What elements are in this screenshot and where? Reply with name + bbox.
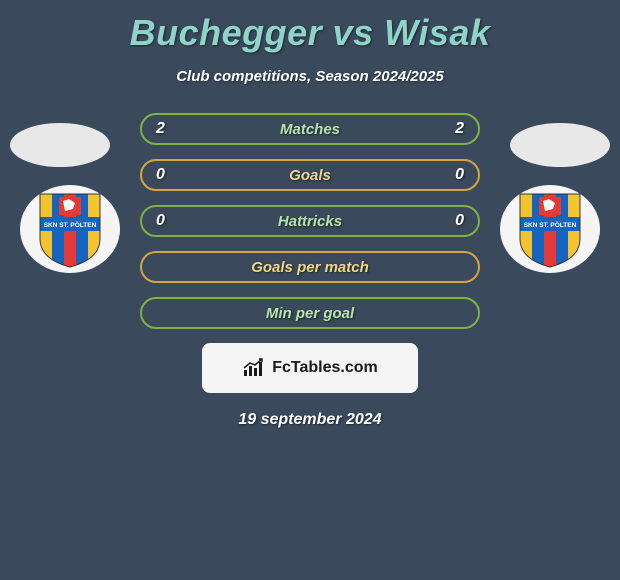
stat-value-left: 2: [156, 120, 165, 138]
date-text: 19 september 2024: [0, 411, 620, 429]
stat-label: Goals: [289, 167, 331, 184]
shield-icon: SKN ST. PÖLTEN: [515, 189, 585, 269]
stat-row: 2 Matches 2: [140, 113, 480, 145]
stat-row: Goals per match: [140, 251, 480, 283]
stat-value-right: 0: [455, 166, 464, 184]
stat-row: 0 Goals 0: [140, 159, 480, 191]
comparison-area: SKN ST. PÖLTEN SKN ST. PÖLTEN: [0, 113, 620, 429]
stat-row: Min per goal: [140, 297, 480, 329]
stat-value-right: 0: [455, 212, 464, 230]
stat-row: 0 Hattricks 0: [140, 205, 480, 237]
stat-label: Hattricks: [278, 213, 342, 230]
chart-icon: [242, 358, 266, 378]
stat-value-right: 2: [455, 120, 464, 138]
watermark-text: FcTables.com: [272, 359, 378, 377]
team-logo-right: SKN ST. PÖLTEN: [500, 185, 600, 273]
stat-label: Matches: [280, 121, 340, 138]
stat-value-left: 0: [156, 166, 165, 184]
watermark: FcTables.com: [202, 343, 418, 393]
stat-label: Min per goal: [266, 305, 354, 322]
svg-text:SKN ST. PÖLTEN: SKN ST. PÖLTEN: [524, 220, 577, 229]
stat-rows: 2 Matches 2 0 Goals 0 0 Hattricks 0 Goals per mat…: [140, 113, 480, 329]
player-avatar-left: [10, 123, 110, 167]
team-logo-left: SKN ST. PÖLTEN: [20, 185, 120, 273]
player-avatar-right: [510, 123, 610, 167]
page-title: Buchegger vs Wisak: [0, 0, 620, 54]
subtitle: Club competitions, Season 2024/2025: [0, 68, 620, 85]
shield-icon: SKN ST. PÖLTEN: [35, 189, 105, 269]
svg-text:SKN ST. PÖLTEN: SKN ST. PÖLTEN: [44, 220, 97, 229]
stat-value-left: 0: [156, 212, 165, 230]
stat-label: Goals per match: [251, 259, 369, 276]
